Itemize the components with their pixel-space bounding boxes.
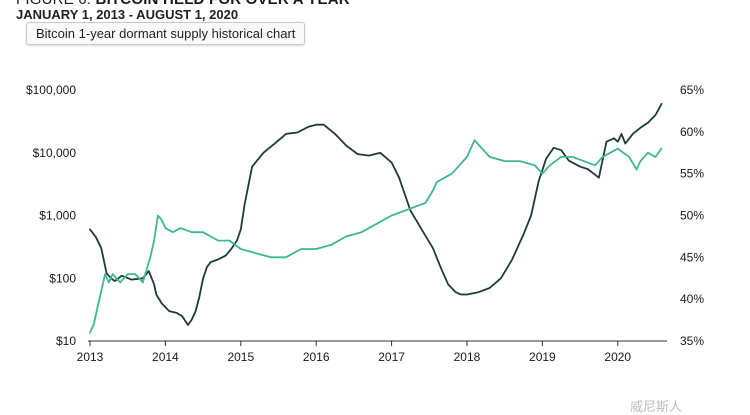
y-left-tick-label: $100,000 <box>26 83 76 97</box>
x-tick-label: 2013 <box>77 350 104 364</box>
y-left-tick-label: $10 <box>56 334 76 348</box>
y-right-tick-label: 45% <box>680 250 704 264</box>
y-right-tick-label: 60% <box>680 125 704 139</box>
y-right-tick-label: 65% <box>680 83 704 97</box>
y-right-tick-label: 40% <box>680 292 704 306</box>
y-right-tick-label: 55% <box>680 167 704 181</box>
x-tick-label: 2015 <box>227 350 254 364</box>
dormant-supply-series-line <box>89 139 663 334</box>
x-tick-label: 2014 <box>152 350 179 364</box>
figure-title: FIGURE 6: BITCOIN HELD FOR OVER A YEAR <box>16 0 350 8</box>
watermark: 威尼斯人 <box>630 399 683 414</box>
figure-title-text: BITCOIN HELD FOR OVER A YEAR <box>96 0 350 8</box>
chart-tooltip: Bitcoin 1-year dormant supply historical… <box>26 22 306 45</box>
x-tick-label: 2019 <box>529 350 556 364</box>
y-right-tick-label: 35% <box>680 334 704 348</box>
x-tick-label: 2020 <box>604 350 631 364</box>
figure-subtitle: JANUARY 1, 2013 - AUGUST 1, 2020 <box>16 7 239 22</box>
x-tick-label: 2016 <box>303 350 330 364</box>
price-series-line <box>89 103 663 326</box>
y-left-tick-label: $100 <box>49 271 76 285</box>
figure-label: FIGURE 6: <box>16 0 91 8</box>
x-tick-label: 2017 <box>378 350 405 364</box>
y-right-tick-label: 50% <box>680 209 704 223</box>
y-left-tick-label: $1,000 <box>39 209 76 223</box>
x-tick-label: 2018 <box>454 350 481 364</box>
y-left-tick-label: $10,000 <box>33 146 77 160</box>
